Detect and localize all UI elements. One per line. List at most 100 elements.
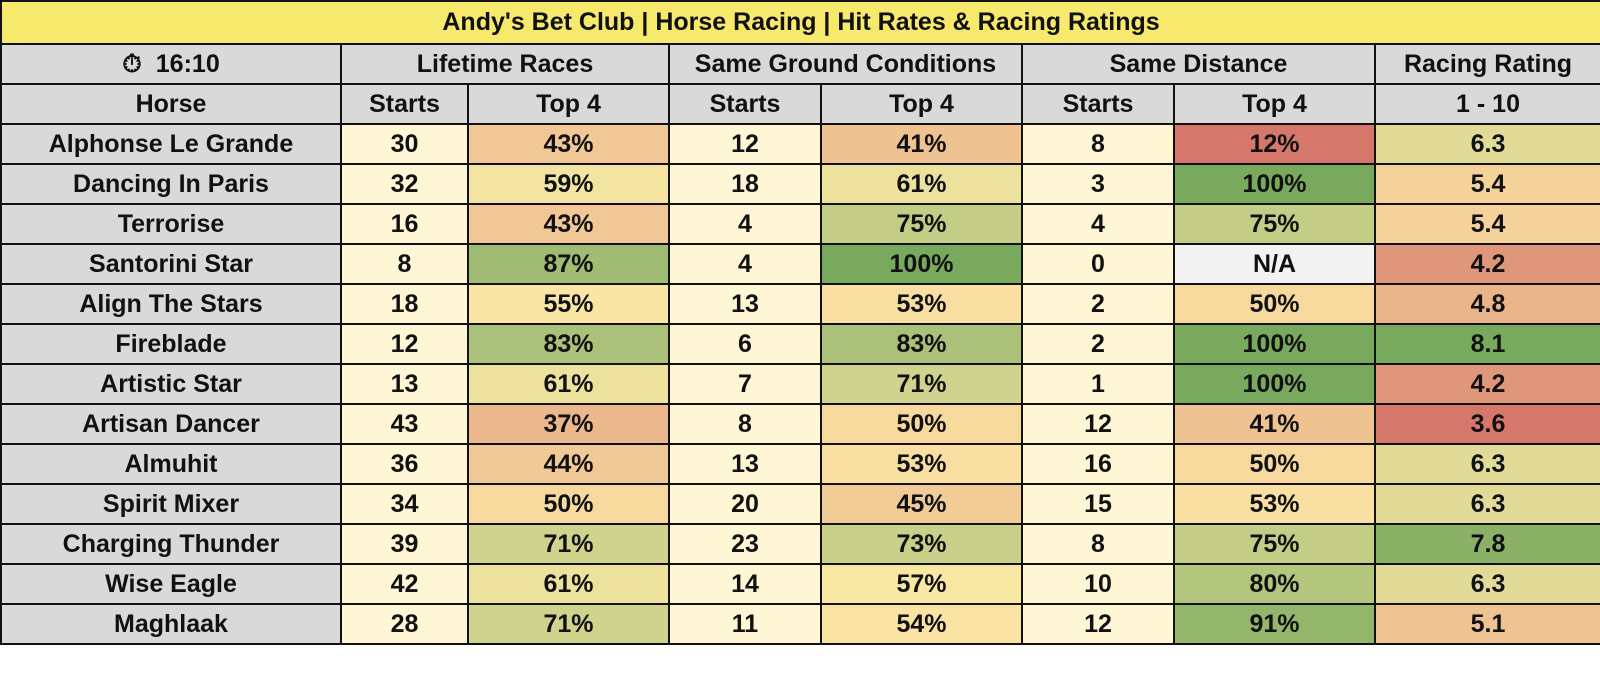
distance-starts-cell: 0 [1021, 243, 1175, 285]
lifetime-starts-cell: 34 [340, 483, 469, 525]
sub-header-row: Horse Starts Top 4 Starts Top 4 Starts T… [0, 83, 1600, 125]
racing-rating-cell: 6.3 [1373, 123, 1600, 165]
ground-top4-cell: 71% [820, 363, 1023, 405]
table-row: Santorini Star 8 87% 4 100% 0 N/A 4.2 [0, 243, 1600, 285]
lifetime-starts-cell: 43 [340, 403, 469, 445]
distance-starts-cell: 4 [1021, 203, 1175, 245]
horse-name-cell: Terrorise [0, 203, 342, 245]
ground-top4-cell: 83% [820, 323, 1023, 365]
lifetime-top4-cell: 87% [467, 243, 670, 285]
lifetime-top4-cell: 37% [467, 403, 670, 445]
ground-top4-cell: 73% [820, 523, 1023, 565]
distance-top4-header: Top 4 [1173, 83, 1376, 125]
distance-starts-cell: 10 [1021, 563, 1175, 605]
distance-starts-cell: 16 [1021, 443, 1175, 485]
lifetime-starts-header: Starts [340, 83, 469, 125]
lifetime-starts-cell: 28 [340, 603, 469, 645]
ground-starts-cell: 11 [668, 603, 822, 645]
hit-rates-table: Andy's Bet Club | Horse Racing | Hit Rat… [0, 0, 1600, 645]
horse-name-cell: Align The Stars [0, 283, 342, 325]
ground-starts-cell: 20 [668, 483, 822, 525]
ground-starts-cell: 13 [668, 283, 822, 325]
ground-starts-cell: 14 [668, 563, 822, 605]
ground-top4-header: Top 4 [820, 83, 1023, 125]
racing-rating-cell: 5.1 [1373, 603, 1600, 645]
ground-top4-cell: 57% [820, 563, 1023, 605]
distance-starts-cell: 8 [1021, 123, 1175, 165]
horse-name-cell: Alphonse Le Grande [0, 123, 342, 165]
horse-name-cell: Wise Eagle [0, 563, 342, 605]
horse-name-cell: Dancing In Paris [0, 163, 342, 205]
ground-starts-cell: 6 [668, 323, 822, 365]
ground-starts-cell: 23 [668, 523, 822, 565]
lifetime-top4-cell: 59% [467, 163, 670, 205]
horse-name-cell: Santorini Star [0, 243, 342, 285]
racing-rating-cell: 6.3 [1373, 563, 1600, 605]
lifetime-starts-cell: 18 [340, 283, 469, 325]
distance-starts-cell: 12 [1021, 403, 1175, 445]
racing-rating-cell: 5.4 [1373, 203, 1600, 245]
racing-rating-cell: 6.3 [1373, 443, 1600, 485]
horse-name-cell: Maghlaak [0, 603, 342, 645]
table-row: Maghlaak 28 71% 11 54% 12 91% 5.1 [0, 603, 1600, 645]
lifetime-top4-cell: 43% [467, 203, 670, 245]
lifetime-starts-cell: 8 [340, 243, 469, 285]
distance-starts-cell: 2 [1021, 323, 1175, 365]
race-time: 16:10 [155, 49, 220, 78]
lifetime-starts-cell: 12 [340, 323, 469, 365]
ground-top4-cell: 100% [820, 243, 1023, 285]
racing-rating-header: Racing Rating [1373, 43, 1600, 85]
lifetime-starts-cell: 16 [340, 203, 469, 245]
racing-rating-cell: 5.4 [1373, 163, 1600, 205]
horse-rows: Alphonse Le Grande 30 43% 12 41% 8 12% 6.3 Danci… [0, 123, 1600, 645]
ground-starts-cell: 13 [668, 443, 822, 485]
race-time-cell: ⏱ 16:10 [0, 43, 342, 85]
distance-top4-cell: 50% [1173, 443, 1376, 485]
ground-starts-cell: 18 [668, 163, 822, 205]
ground-starts-cell: 4 [668, 243, 822, 285]
table-row: Spirit Mixer 34 50% 20 45% 15 53% 6.3 [0, 483, 1600, 525]
table-row: Almuhit 36 44% 13 53% 16 50% 6.3 [0, 443, 1600, 485]
distance-starts-cell: 12 [1021, 603, 1175, 645]
distance-starts-cell: 2 [1021, 283, 1175, 325]
ground-starts-cell: 8 [668, 403, 822, 445]
lifetime-starts-cell: 42 [340, 563, 469, 605]
ground-top4-cell: 45% [820, 483, 1023, 525]
table-row: Alphonse Le Grande 30 43% 12 41% 8 12% 6.3 [0, 123, 1600, 165]
table-row: Wise Eagle 42 61% 14 57% 10 80% 6.3 [0, 563, 1600, 605]
table-row: Artistic Star 13 61% 7 71% 1 100% 4.2 [0, 363, 1600, 405]
ground-top4-cell: 53% [820, 443, 1023, 485]
horse-name-cell: Artisan Dancer [0, 403, 342, 445]
distance-top4-cell: 75% [1173, 203, 1376, 245]
table-title: Andy's Bet Club | Horse Racing | Hit Rat… [0, 0, 1600, 45]
racing-rating-cell: 7.8 [1373, 523, 1600, 565]
lifetime-races-header: Lifetime Races [340, 43, 670, 85]
same-distance-header: Same Distance [1021, 43, 1376, 85]
racing-rating-cell: 8.1 [1373, 323, 1600, 365]
group-header-row: ⏱ 16:10 Lifetime Races Same Ground Condit… [0, 43, 1600, 85]
distance-starts-cell: 15 [1021, 483, 1175, 525]
horse-name-cell: Almuhit [0, 443, 342, 485]
distance-top4-cell: 80% [1173, 563, 1376, 605]
lifetime-starts-cell: 39 [340, 523, 469, 565]
distance-top4-cell: 100% [1173, 363, 1376, 405]
ground-top4-cell: 75% [820, 203, 1023, 245]
lifetime-top4-cell: 61% [467, 563, 670, 605]
distance-top4-cell: N/A [1173, 243, 1376, 285]
lifetime-starts-cell: 13 [340, 363, 469, 405]
title-row: Andy's Bet Club | Horse Racing | Hit Rat… [0, 0, 1600, 45]
ground-top4-cell: 61% [820, 163, 1023, 205]
distance-top4-cell: 75% [1173, 523, 1376, 565]
lifetime-starts-cell: 36 [340, 443, 469, 485]
distance-starts-cell: 3 [1021, 163, 1175, 205]
table-row: Artisan Dancer 43 37% 8 50% 12 41% 3.6 [0, 403, 1600, 445]
ground-top4-cell: 50% [820, 403, 1023, 445]
table-row: Dancing In Paris 32 59% 18 61% 3 100% 5.4 [0, 163, 1600, 205]
distance-top4-cell: 91% [1173, 603, 1376, 645]
lifetime-top4-cell: 43% [467, 123, 670, 165]
lifetime-top4-header: Top 4 [467, 83, 670, 125]
ground-top4-cell: 54% [820, 603, 1023, 645]
ground-starts-cell: 7 [668, 363, 822, 405]
distance-top4-cell: 41% [1173, 403, 1376, 445]
racing-rating-cell: 4.8 [1373, 283, 1600, 325]
